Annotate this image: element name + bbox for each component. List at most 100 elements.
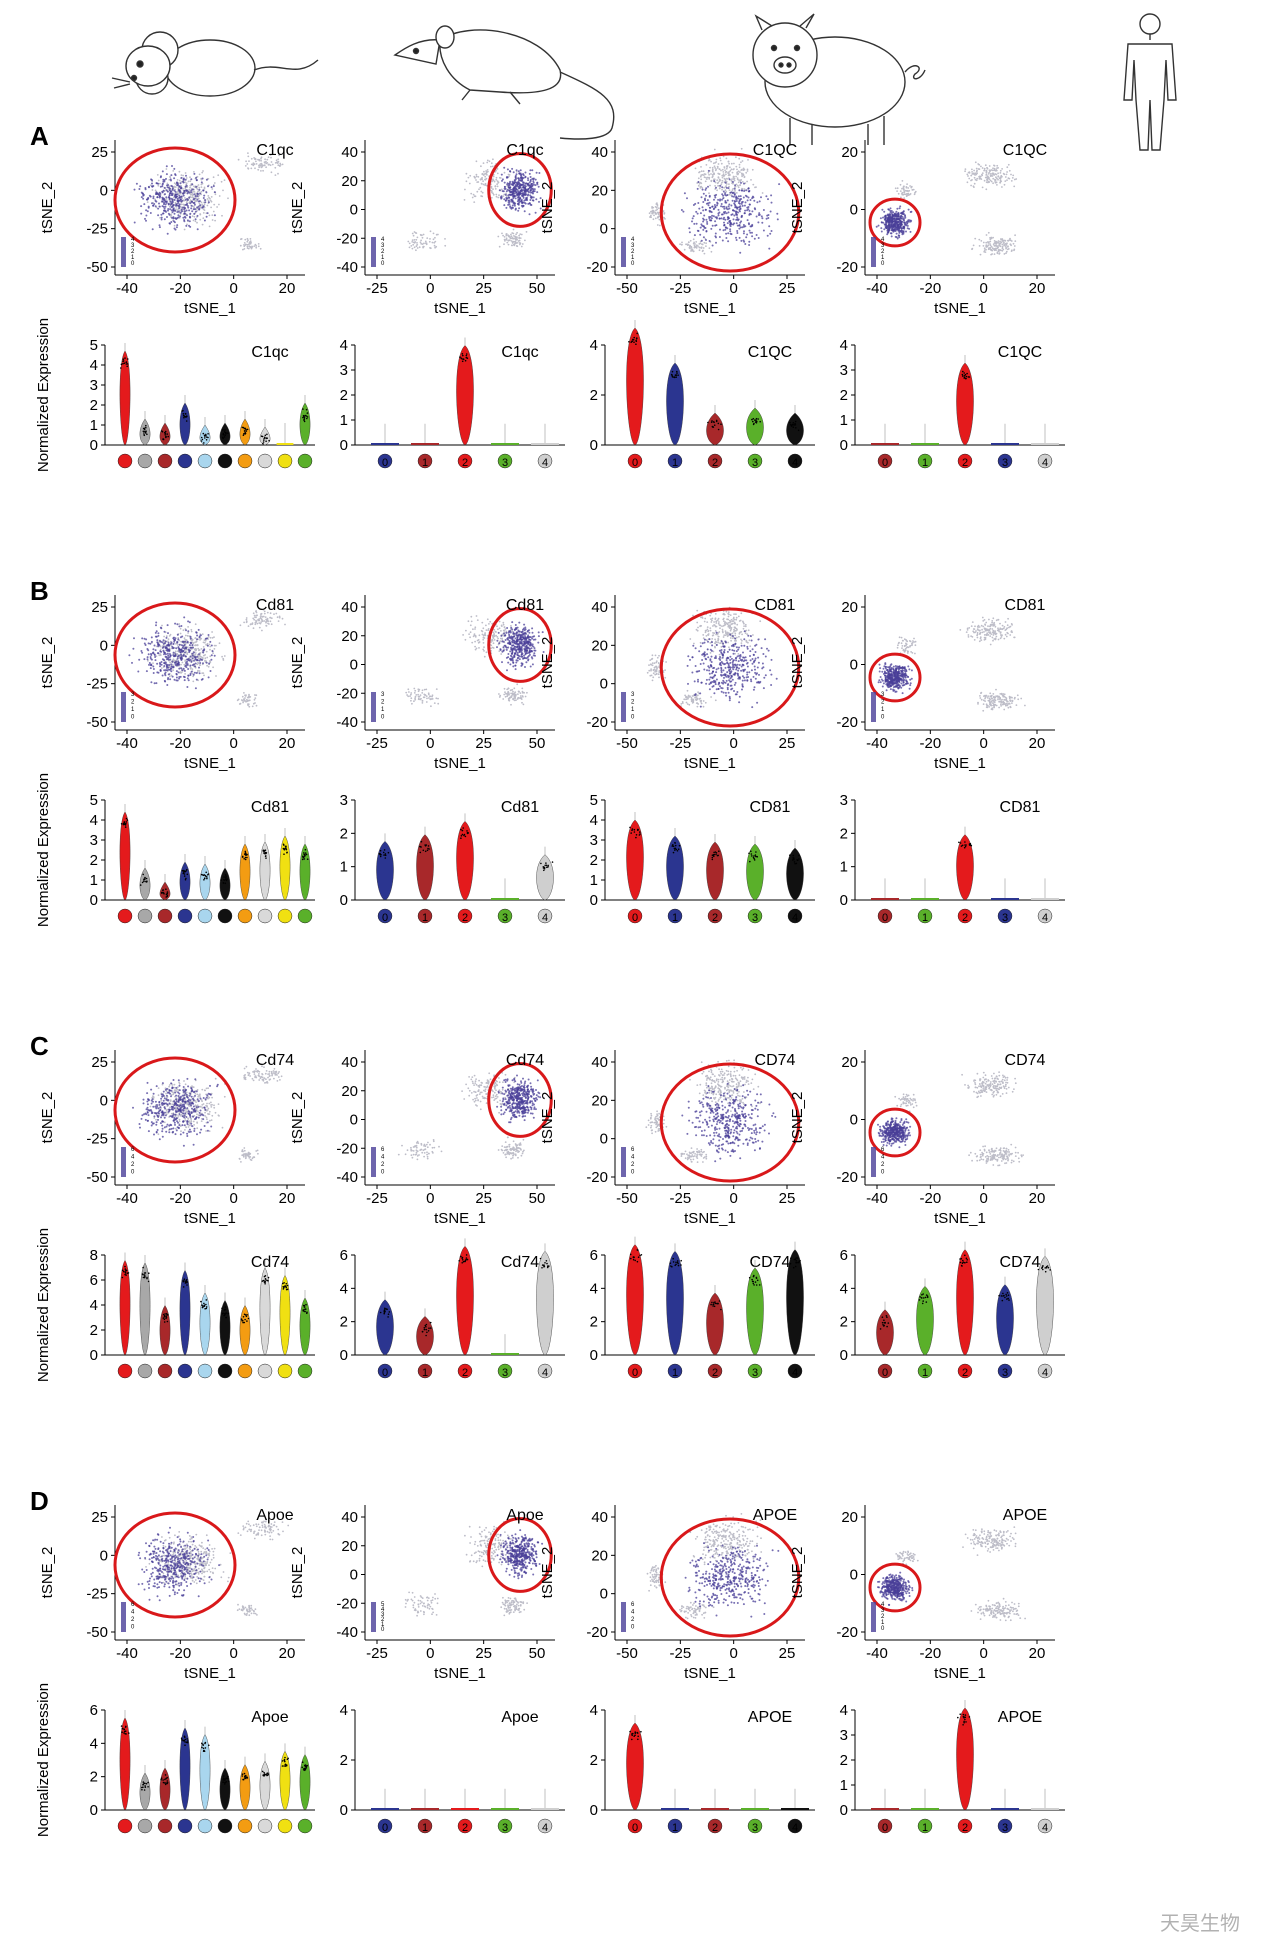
y-tick-label: 6 [340,1247,348,1264]
violin-D-pig: 4 2 0 APOE 0 1 2 3 4 [590,1702,815,1834]
cluster-dot [297,1363,313,1379]
y-tick-label: 20 [841,599,858,616]
violin-A-human: 4 3 2 1 0 C1QC 0 1 2 3 4 [840,337,1065,469]
y-tick-label: 0 [90,437,98,454]
violin-mark: 1 [666,828,684,924]
violin-gene-title: Apoe [501,1709,538,1726]
y-tick-label: 2 [840,825,848,842]
cluster-dot [277,1363,293,1379]
tsne-y-label: tSNE_2 [289,182,306,234]
legend-label: 4 [881,1155,885,1161]
y-tick-label: 0 [90,1347,98,1364]
x-tick-label: 25 [475,735,492,752]
y-tick-label: 6 [840,1247,848,1264]
legend-label: 2 [881,249,885,255]
x-tick-label: 25 [475,1190,492,1207]
y-tick-label: 1 [340,412,348,429]
cluster-dot [277,453,293,469]
x-tick-label: 20 [279,735,296,752]
cluster-label: 4 [542,1822,548,1834]
cluster-dot [257,1818,273,1834]
cluster-label: 3 [502,457,508,469]
cluster-dot [707,1818,723,1834]
x-tick-label: -20 [169,735,191,752]
x-tick-label: -20 [919,735,941,752]
y-tick-label: 0 [600,221,608,238]
y-tick-label: 6 [90,1702,98,1719]
x-tick-label: -40 [116,1645,138,1662]
violin-mark: 3 [991,423,1019,469]
tsne-gene-title: Cd74 [506,1052,544,1069]
y-tick-label: 1 [90,417,98,434]
x-tick-label: -20 [169,1645,191,1662]
legend-label: 2 [131,1162,135,1168]
legend-label: 4 [881,237,885,243]
y-tick-label: 1 [840,412,848,429]
legend-label: 4 [131,237,135,243]
x-tick-label: 25 [779,735,796,752]
violin-mark: 1 [916,1278,934,1379]
y-tick-label: 0 [350,657,358,674]
cluster-dot [117,1818,133,1834]
y-tick-label: 4 [90,1297,98,1314]
y-tick-label: 0 [850,1112,858,1129]
x-tick-label: -25 [669,1645,691,1662]
cluster-label: 4 [1042,457,1048,469]
y-tick-label: -40 [336,1624,358,1641]
violin-mark: 2 [956,1700,974,1834]
y-tick-label: 0 [350,1567,358,1584]
cluster-dot [177,453,193,469]
cluster-dot [217,1363,233,1379]
x-tick-label: 0 [229,280,237,297]
legend-label: 2 [881,1614,885,1620]
legend-label: 2 [381,1617,385,1623]
violin-mark: 0 [871,423,899,469]
cluster-dot [877,908,893,924]
tsne-legend: 6 42 0 [621,1147,635,1177]
violin-mark: 4 [1036,1248,1054,1379]
tsne-x-label: tSNE_1 [684,755,736,772]
legend-label: 0 [881,261,885,267]
cluster-dot [747,453,763,469]
y-tick-label: 5 [590,792,598,809]
legend-label: 0 [881,1170,885,1176]
y-tick-label: 0 [590,437,598,454]
violin-C-pig: 6 4 2 0 CD74 0 1 2 3 4 [590,1236,815,1379]
legend-label: 4 [631,1155,635,1161]
y-tick-label: -40 [336,259,358,276]
cluster-label: 0 [882,912,888,924]
y-tick-label: 0 [350,202,358,219]
y-tick-label: 40 [591,599,608,616]
violin-mark: 3 [746,400,764,469]
x-tick-label: 0 [979,735,987,752]
species-icons [111,13,1177,151]
x-tick-label: -25 [669,1190,691,1207]
violin-gene-title: C1qc [501,344,538,361]
cluster-dot [157,908,173,924]
legend-label: 1 [381,1622,385,1628]
y-tick-label: 4 [340,337,348,354]
violin-mark: 4 [1031,1788,1059,1834]
y-tick-label: 20 [841,1509,858,1526]
cluster-label: 2 [712,912,718,924]
cluster-label: 3 [752,457,758,469]
y-tick-label: 0 [600,1586,608,1603]
cluster-label: 1 [672,1367,678,1379]
cluster-label: 3 [1002,1822,1008,1834]
tsne-B-pig: -50 -25 0 25 40 20 0 -20 tSNE_1 tSNE_2 CD81 3 21 0 [539,595,805,772]
cluster-label: 4 [792,1822,798,1834]
cluster-dot [917,1363,933,1379]
violin-mark [117,1252,133,1379]
cluster-dot [277,1818,293,1834]
highlight-outline [868,197,922,248]
y-tick-label: 20 [841,144,858,161]
cluster-label: 2 [962,1367,968,1379]
y-tick-label: -25 [86,1131,108,1148]
y-tick-label: -50 [86,1169,108,1186]
tsne-x-label: tSNE_1 [184,300,236,317]
highlight-outline [113,146,237,254]
y-tick-label: 0 [850,202,858,219]
y-tick-label: -20 [836,1624,858,1641]
